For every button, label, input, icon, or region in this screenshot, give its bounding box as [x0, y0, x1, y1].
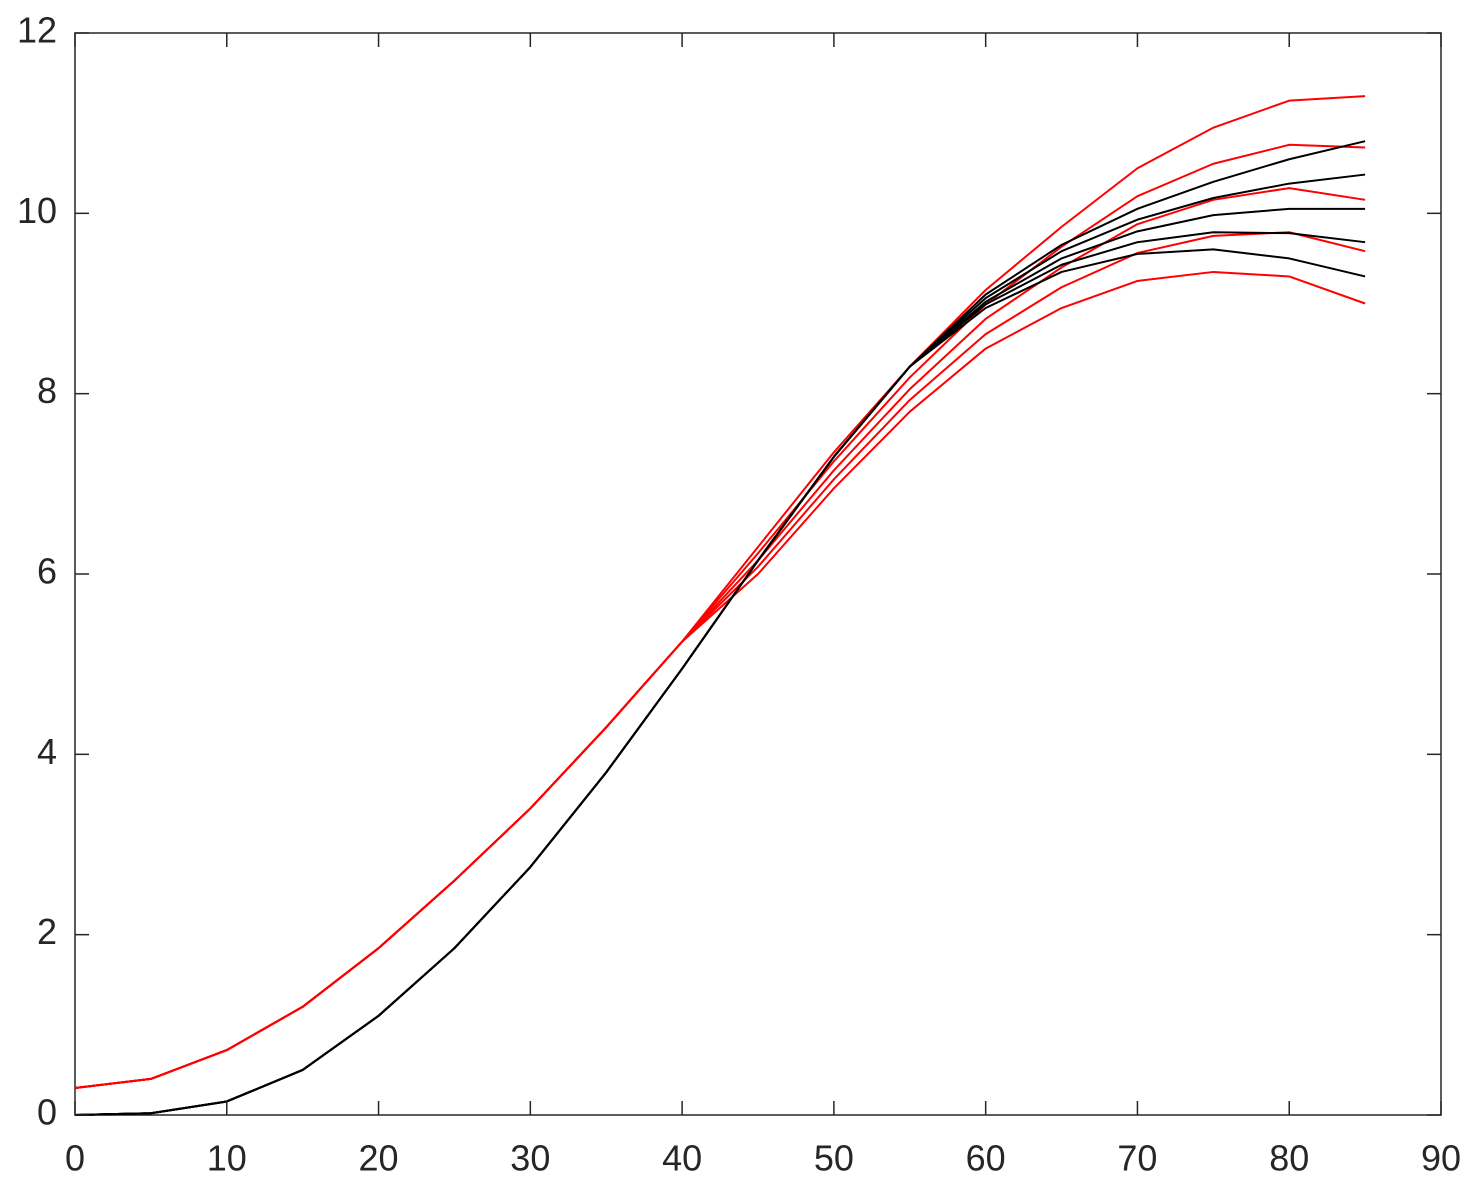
x-tick-label: 0 [65, 1138, 85, 1179]
x-tick-label: 60 [966, 1138, 1006, 1179]
y-tick-label: 2 [37, 911, 57, 952]
x-tick-label: 80 [1269, 1138, 1309, 1179]
y-tick-label: 12 [17, 10, 57, 51]
curve [74, 140, 1366, 1116]
x-tick-label: 70 [1117, 1138, 1157, 1179]
y-tick-label: 0 [37, 1092, 57, 1133]
x-tick-label: 10 [207, 1138, 247, 1179]
y-tick-label: 4 [37, 731, 57, 772]
y-tick-label: 8 [37, 370, 57, 411]
x-tick-label: 20 [359, 1138, 399, 1179]
x-tick-label: 30 [510, 1138, 550, 1179]
x-tick-label: 50 [814, 1138, 854, 1179]
x-tick-label: 40 [662, 1138, 702, 1179]
x-tick-label: 90 [1421, 1138, 1461, 1179]
curve [74, 95, 1366, 1089]
y-tick-label: 10 [17, 190, 57, 231]
y-tick-label: 6 [37, 551, 57, 592]
